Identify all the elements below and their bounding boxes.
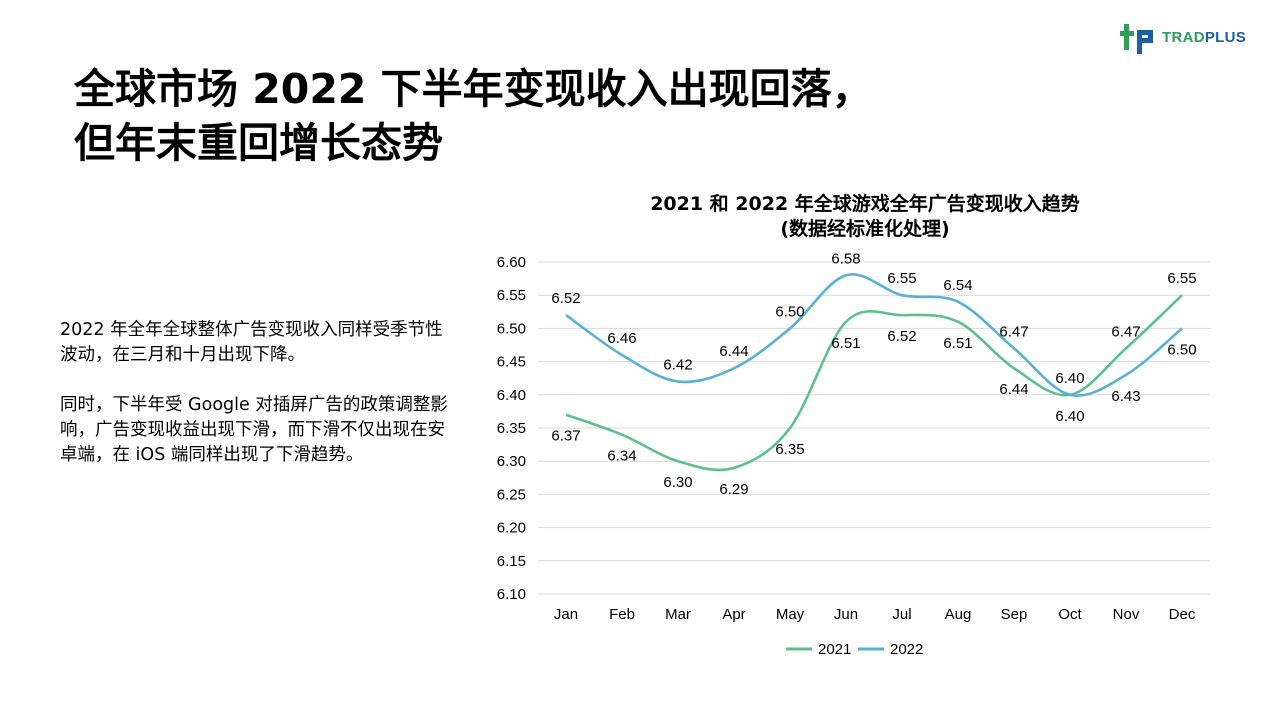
x-tick-label: Dec — [1169, 606, 1196, 623]
data-label: 6.51 — [831, 335, 860, 352]
x-tick-label: Aug — [945, 606, 972, 623]
y-tick-label: 6.40 — [497, 387, 526, 404]
page-title-line1: 全球市场 2022 下半年变现收入出现回落， — [74, 65, 873, 113]
data-label: 6.29 — [719, 481, 748, 498]
x-tick-label: Jul — [892, 606, 911, 623]
data-label: 6.50 — [1167, 341, 1196, 358]
data-label: 6.40 — [1055, 408, 1084, 425]
y-axis: 6.10 6.15 6.20 6.25 6.30 6.35 6.40 6.45 6.50 6.55… — [497, 254, 526, 603]
x-tick-label: May — [776, 606, 805, 623]
page-title-line2: 但年末重回增长态势 — [74, 119, 443, 167]
x-tick-label: Apr — [722, 606, 745, 623]
data-label: 6.42 — [663, 357, 692, 374]
y-tick-label: 6.20 — [497, 520, 526, 537]
body-text: 2022 年全年全球整体广告变现收入同样受季节性波动，在三月和十月出现下降。 同… — [60, 318, 460, 493]
data-label: 6.43 — [1111, 388, 1140, 405]
body-paragraph-1: 2022 年全年全球整体广告变现收入同样受季节性波动，在三月和十月出现下降。 — [60, 320, 443, 365]
y-tick-label: 6.55 — [497, 287, 526, 304]
y-tick-label: 6.10 — [497, 586, 526, 603]
x-tick-label: Sep — [1001, 606, 1028, 623]
y-tick-label: 6.15 — [497, 553, 526, 570]
data-label: 6.35 — [775, 441, 804, 458]
data-label: 6.51 — [943, 335, 972, 352]
page-title: 全球市场 2022 下半年变现收入出现回落， 但年末重回增长态势 — [74, 62, 873, 170]
chart-subtitle: (数据经标准化处理) — [780, 218, 950, 240]
data-labels: 6.37 6.34 6.30 6.29 6.35 6.51 6.52 6.51 6.44 6.40… — [551, 250, 1196, 498]
y-tick-label: 6.60 — [497, 254, 526, 271]
y-tick-label: 6.50 — [497, 320, 526, 337]
data-label: 6.44 — [999, 381, 1028, 398]
y-tick-label: 6.45 — [497, 354, 526, 371]
series-lines — [565, 273, 1183, 472]
x-tick-label: Feb — [609, 606, 635, 623]
data-label: 6.52 — [887, 328, 916, 345]
data-label: 6.55 — [1167, 270, 1196, 287]
grid — [538, 261, 1210, 595]
x-tick-label: Mar — [665, 606, 691, 623]
data-label: 6.54 — [943, 277, 972, 294]
data-label: 6.50 — [775, 303, 804, 320]
data-label: 6.52 — [551, 290, 580, 307]
data-label: 6.40 — [1055, 370, 1084, 387]
data-label: 6.46 — [607, 330, 636, 347]
series-line-2021 — [565, 294, 1183, 472]
chart-title: 2021 和 2022 年全球游戏全年广告变现收入趋势 — [650, 193, 1080, 215]
chart-title-block: 2021 和 2022 年全球游戏全年广告变现收入趋势 (数据经标准化处理) — [560, 192, 1170, 242]
y-tick-label: 6.25 — [497, 486, 526, 503]
y-tick-label: 6.30 — [497, 453, 526, 470]
line-chart: 6.10 6.15 6.20 6.25 6.30 6.35 6.40 6.45 6.50 6.55… — [497, 250, 1210, 658]
legend-label: 2021 — [818, 641, 851, 658]
data-label: 6.37 — [551, 428, 580, 445]
x-tick-label: Jan — [554, 606, 578, 623]
data-label: 6.30 — [663, 474, 692, 491]
y-tick-label: 6.35 — [497, 420, 526, 437]
series-line-2022 — [565, 273, 1183, 397]
legend: 2021 2022 — [786, 641, 923, 658]
x-tick-label: Jun — [834, 606, 858, 623]
data-label: 6.58 — [831, 250, 860, 267]
data-label: 6.34 — [607, 448, 636, 465]
x-tick-label: Nov — [1113, 606, 1140, 623]
logo-text: TRADPLUS — [1162, 29, 1247, 46]
data-label: 6.47 — [1111, 323, 1140, 340]
tradplus-logo — [1120, 24, 1153, 54]
data-label: 6.44 — [719, 343, 748, 360]
legend-label: 2022 — [890, 641, 923, 658]
x-tick-label: Oct — [1058, 606, 1082, 623]
x-axis: Jan Feb Mar Apr May Jun Jul Aug Sep Oct Nov Dec — [554, 606, 1196, 623]
body-paragraph-2: 同时，下半年受 Google 对插屏广告的政策调整影响，广告变现收益出现下滑，而… — [60, 395, 448, 465]
data-label: 6.55 — [887, 270, 916, 287]
data-label: 6.47 — [999, 323, 1028, 340]
